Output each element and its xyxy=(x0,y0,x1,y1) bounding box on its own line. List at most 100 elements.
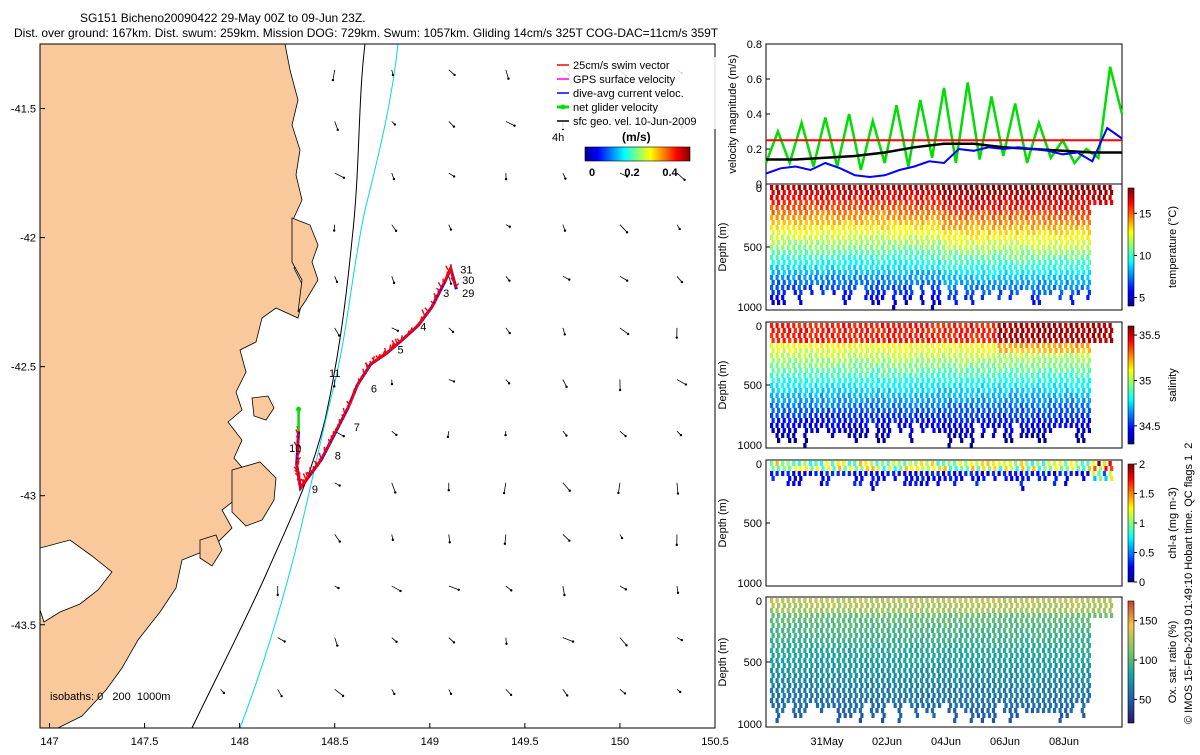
profile-sample xyxy=(1047,608,1050,613)
profile-sample xyxy=(1025,265,1028,270)
profile-sample xyxy=(1077,220,1080,225)
profile-sample xyxy=(971,603,974,608)
profile-sample xyxy=(844,418,847,423)
surface-current-arrowhead xyxy=(617,492,619,494)
profile-sample xyxy=(964,333,967,338)
colorbar-tick-label: 34.5 xyxy=(1139,421,1160,433)
profile-sample xyxy=(948,323,951,328)
profile-sample xyxy=(988,673,991,678)
profile-sample xyxy=(937,333,940,338)
profile-sample xyxy=(877,200,880,205)
profile-sample xyxy=(932,643,935,648)
profile-sample xyxy=(1014,461,1017,466)
profile-sample xyxy=(938,428,941,433)
profile-sample xyxy=(777,388,780,393)
profile-sample xyxy=(787,265,790,270)
profile-sample xyxy=(1031,403,1034,408)
profile-sample xyxy=(1064,185,1067,190)
profile-sample xyxy=(953,265,956,270)
profile-sample xyxy=(777,466,780,471)
profile-sample xyxy=(833,200,836,205)
profile-sample xyxy=(1075,245,1078,250)
profile-sample xyxy=(1055,338,1058,343)
profile-sample xyxy=(898,678,901,683)
profile-sample xyxy=(821,683,824,688)
profile-sample xyxy=(1021,486,1024,491)
profile-sample xyxy=(1027,230,1030,235)
profile-sample xyxy=(977,623,980,628)
profile-sample xyxy=(870,413,873,418)
surface-current-arrowhead xyxy=(510,694,512,696)
profile-sample xyxy=(1082,703,1085,708)
profile-sample xyxy=(875,333,878,338)
profile-sample xyxy=(914,225,917,230)
profile-sample xyxy=(977,388,980,393)
profile-sample xyxy=(1099,338,1102,343)
profile-sample xyxy=(788,643,791,648)
profile-sample xyxy=(894,613,897,618)
profile-sample xyxy=(971,338,974,343)
profile-sample xyxy=(1020,678,1023,683)
profile-sample xyxy=(838,200,841,205)
profile-sample xyxy=(1071,200,1074,205)
profile-sample xyxy=(986,618,989,623)
profile-sample xyxy=(1088,358,1091,363)
profile-sample xyxy=(977,338,980,343)
profile-sample xyxy=(1005,683,1008,688)
profile-sample xyxy=(1103,471,1106,476)
profile-sample xyxy=(937,245,940,250)
profile-sample xyxy=(927,613,930,618)
profile-sample xyxy=(1005,348,1008,353)
profile-sample xyxy=(903,403,906,408)
profile-sample xyxy=(1064,373,1067,378)
profile-sample xyxy=(877,240,880,245)
surface-current-arrowhead xyxy=(513,124,515,126)
profile-sample xyxy=(927,348,930,353)
profile-sample xyxy=(1077,603,1080,608)
profile-sample xyxy=(925,373,928,378)
surface-current-arrowhead xyxy=(399,590,401,592)
profile-sample xyxy=(810,358,813,363)
profile-sample xyxy=(1066,633,1069,638)
profile-sample xyxy=(998,195,1001,200)
profile-sample xyxy=(805,673,808,678)
profile-sample xyxy=(803,215,806,220)
profile-sample xyxy=(914,648,917,653)
profile-sample xyxy=(866,428,869,433)
profile-sample xyxy=(816,603,819,608)
profile-sample xyxy=(966,673,969,678)
profile-sample xyxy=(916,408,919,413)
profile-sample xyxy=(1053,393,1056,398)
profile-sample xyxy=(975,225,978,230)
profile-sample xyxy=(981,215,984,220)
profile-sample xyxy=(942,423,945,428)
profile-sample xyxy=(772,466,775,471)
profile-sample xyxy=(794,673,797,678)
profile-sample xyxy=(988,290,991,295)
profile-sample xyxy=(999,418,1002,423)
profile-sample xyxy=(1021,270,1024,275)
profile-sample xyxy=(964,393,967,398)
profile-sample xyxy=(1086,363,1089,368)
profile-sample xyxy=(999,368,1002,373)
profile-sample xyxy=(827,603,830,608)
profile-sample xyxy=(1088,290,1091,295)
profile-sample xyxy=(1081,235,1084,240)
profile-sample xyxy=(921,338,924,343)
profile-sample xyxy=(1036,245,1039,250)
profile-sample xyxy=(777,673,780,678)
profile-sample xyxy=(1005,633,1008,638)
profile-sample xyxy=(820,481,823,486)
surface-current-arrowhead xyxy=(393,282,395,284)
profile-sample xyxy=(1064,285,1067,290)
profile-sample xyxy=(1059,195,1062,200)
profile-sample xyxy=(837,698,840,703)
profile-sample xyxy=(866,693,869,698)
profile-sample xyxy=(1104,200,1107,205)
profile-sample xyxy=(938,338,941,343)
profile-sample xyxy=(787,413,790,418)
profile-sample xyxy=(805,378,808,383)
profile-sample xyxy=(993,633,996,638)
profile-sample xyxy=(859,393,862,398)
profile-sample xyxy=(971,388,974,393)
